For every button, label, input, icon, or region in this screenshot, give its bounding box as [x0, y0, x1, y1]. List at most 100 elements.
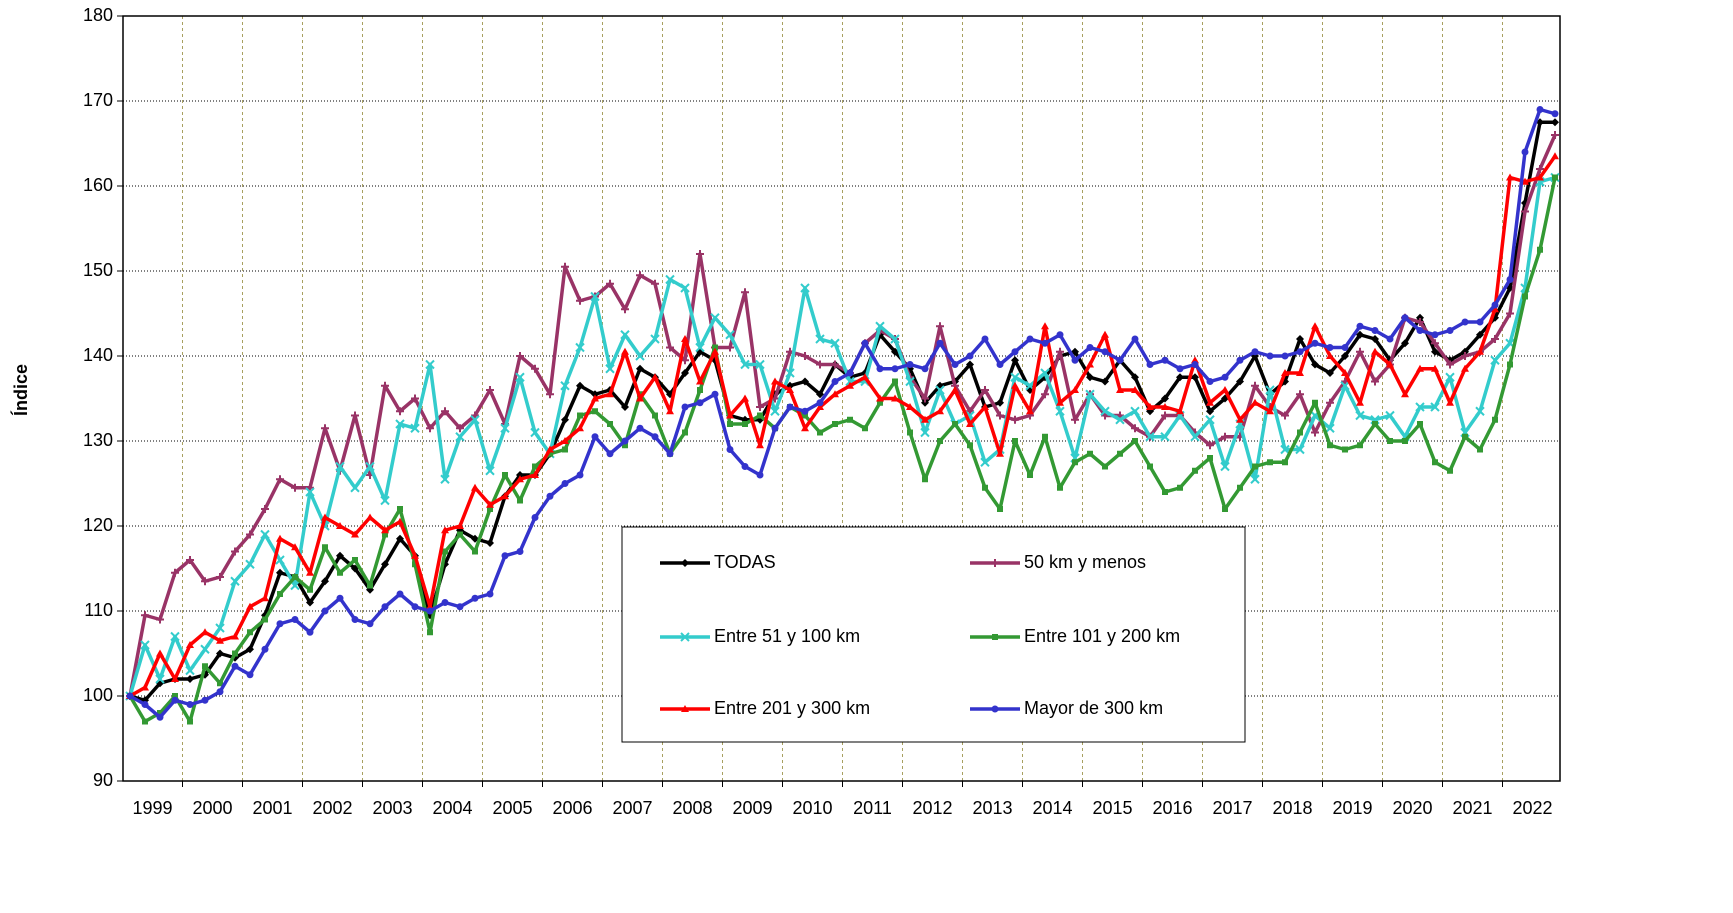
marker — [1506, 173, 1514, 181]
marker — [1296, 369, 1304, 376]
marker — [1415, 402, 1425, 412]
x-tick-label: 2020 — [1392, 798, 1432, 818]
marker — [996, 449, 1004, 457]
marker — [847, 416, 853, 423]
marker — [1207, 455, 1213, 461]
marker — [322, 544, 328, 551]
marker — [351, 616, 359, 623]
x-tick-label: 2000 — [192, 798, 232, 818]
marker — [935, 385, 945, 395]
marker — [546, 390, 554, 399]
marker — [1071, 356, 1079, 364]
marker — [1371, 347, 1379, 355]
marker — [816, 399, 824, 407]
marker — [171, 675, 179, 682]
marker — [201, 577, 209, 586]
marker — [1296, 390, 1304, 399]
legend-label: Entre 51 y 100 km — [714, 626, 860, 646]
marker — [621, 305, 629, 314]
marker — [336, 522, 344, 529]
y-tick-label: 160 — [83, 175, 113, 195]
legend-item: TODAS — [660, 552, 776, 572]
marker — [381, 381, 389, 390]
marker — [381, 526, 389, 534]
marker — [172, 693, 178, 699]
marker — [1402, 438, 1408, 444]
marker — [1281, 369, 1289, 376]
marker — [636, 424, 644, 432]
marker — [665, 274, 675, 285]
marker — [652, 412, 658, 419]
marker — [397, 506, 403, 512]
marker — [696, 377, 704, 385]
marker — [500, 423, 510, 433]
marker — [1056, 347, 1064, 356]
marker — [1116, 386, 1124, 393]
marker — [1055, 406, 1065, 416]
marker — [636, 271, 644, 280]
marker — [1011, 348, 1019, 356]
marker — [1522, 293, 1528, 300]
marker — [952, 421, 958, 427]
marker — [1341, 352, 1349, 360]
marker — [1086, 360, 1094, 368]
marker — [291, 616, 299, 623]
marker — [1356, 330, 1364, 339]
x-tick-label: 2008 — [672, 798, 712, 818]
marker — [291, 543, 299, 551]
marker — [785, 368, 795, 378]
marker — [276, 620, 284, 628]
marker — [1056, 398, 1064, 406]
marker — [1191, 373, 1199, 382]
marker — [862, 425, 868, 432]
marker — [456, 424, 464, 433]
marker — [651, 279, 659, 288]
marker — [141, 683, 149, 691]
marker — [726, 343, 734, 352]
marker — [215, 623, 225, 633]
marker — [635, 351, 645, 361]
marker — [1476, 347, 1484, 355]
marker — [425, 359, 435, 370]
marker — [440, 474, 450, 484]
x-tick-label: 2009 — [732, 798, 772, 818]
x-tick-label: 2005 — [492, 798, 532, 818]
marker — [1356, 398, 1364, 406]
marker — [262, 616, 268, 623]
marker — [396, 517, 404, 525]
marker — [411, 394, 419, 403]
marker — [622, 442, 628, 449]
marker — [1131, 424, 1139, 433]
marker — [1027, 472, 1033, 478]
marker — [560, 381, 570, 391]
marker — [321, 513, 329, 521]
marker — [276, 534, 284, 542]
marker — [1147, 463, 1153, 470]
marker — [1551, 110, 1559, 118]
marker — [606, 279, 614, 288]
marker — [1220, 461, 1230, 472]
series — [126, 152, 1559, 699]
marker — [1296, 335, 1304, 343]
series — [126, 106, 1559, 721]
marker — [575, 342, 585, 353]
marker — [1012, 438, 1018, 444]
marker — [786, 403, 794, 411]
marker — [742, 421, 748, 427]
marker — [756, 441, 764, 449]
marker — [1010, 372, 1020, 382]
marker — [920, 427, 930, 438]
marker — [276, 568, 284, 577]
marker — [457, 531, 463, 538]
marker — [366, 620, 374, 628]
marker — [456, 603, 464, 611]
marker — [1116, 356, 1124, 364]
marker — [1101, 330, 1109, 338]
marker — [712, 344, 718, 351]
marker — [412, 561, 418, 568]
marker — [260, 529, 270, 540]
marker — [1416, 318, 1424, 326]
marker — [186, 675, 194, 683]
y-tick-label: 150 — [83, 260, 113, 280]
legend-label: Entre 201 y 300 km — [714, 698, 870, 718]
